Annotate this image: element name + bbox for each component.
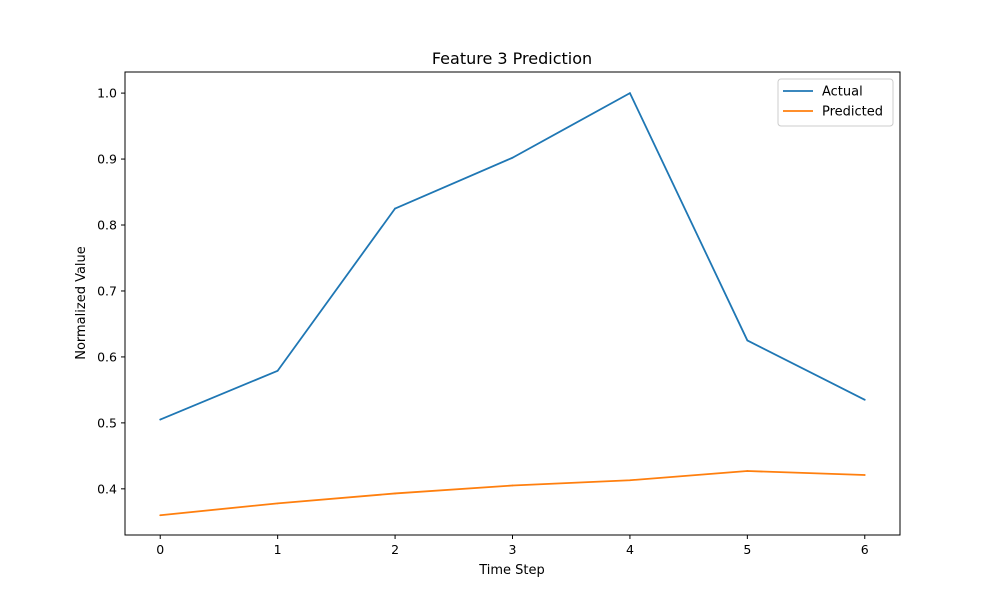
y-axis-label: Normalized Value bbox=[74, 246, 89, 360]
data-point-actual bbox=[511, 156, 514, 159]
data-point-predicted bbox=[629, 479, 631, 482]
plot-frame bbox=[124, 71, 901, 536]
y-tick-label: 0.6 bbox=[97, 349, 117, 364]
chart-title: Feature 3 Prediction bbox=[432, 49, 592, 68]
x-axis-label: Time Step bbox=[478, 563, 545, 578]
y-tick-label: 0.8 bbox=[97, 218, 117, 233]
data-point-predicted bbox=[159, 514, 162, 517]
data-point-predicted bbox=[746, 470, 749, 472]
x-tick-label: 1 bbox=[274, 542, 282, 557]
data-point-predicted bbox=[394, 492, 396, 495]
y-tick-label: 0.5 bbox=[97, 415, 117, 430]
x-tick-label: 3 bbox=[509, 542, 517, 557]
x-tick-label: 4 bbox=[626, 542, 634, 557]
x-tick-label: 0 bbox=[156, 542, 164, 557]
data-point-actual bbox=[394, 207, 396, 210]
x-axis: 0 1 2 3 4 5 6 bbox=[156, 535, 869, 557]
y-tick-label: 0.9 bbox=[97, 152, 117, 167]
legend: Actual Predicted bbox=[777, 78, 894, 127]
y-tick-label: 0.4 bbox=[97, 481, 117, 496]
data-point-predicted bbox=[276, 502, 279, 505]
data-point-actual bbox=[159, 418, 162, 421]
y-tick-label: 1.0 bbox=[97, 86, 117, 101]
x-tick-label: 6 bbox=[861, 542, 869, 557]
plot-lines bbox=[159, 92, 866, 517]
data-point-predicted bbox=[511, 484, 514, 487]
data-point-actual bbox=[746, 339, 749, 342]
legend-label-predicted: Predicted bbox=[822, 105, 883, 120]
legend-label-actual: Actual bbox=[822, 85, 863, 100]
data-point-actual bbox=[863, 398, 866, 401]
x-tick-label: 2 bbox=[391, 542, 399, 557]
x-tick-label: 5 bbox=[743, 542, 751, 557]
series-line-predicted bbox=[160, 470, 865, 517]
series-line-actual bbox=[159, 92, 866, 421]
data-point-predicted bbox=[863, 474, 866, 476]
y-tick-label: 0.7 bbox=[97, 283, 117, 298]
y-axis: 0.4 0.5 0.6 0.7 0.8 0.9 1.0 bbox=[97, 86, 125, 496]
data-point-actual bbox=[276, 369, 279, 372]
data-point-actual bbox=[629, 92, 631, 95]
